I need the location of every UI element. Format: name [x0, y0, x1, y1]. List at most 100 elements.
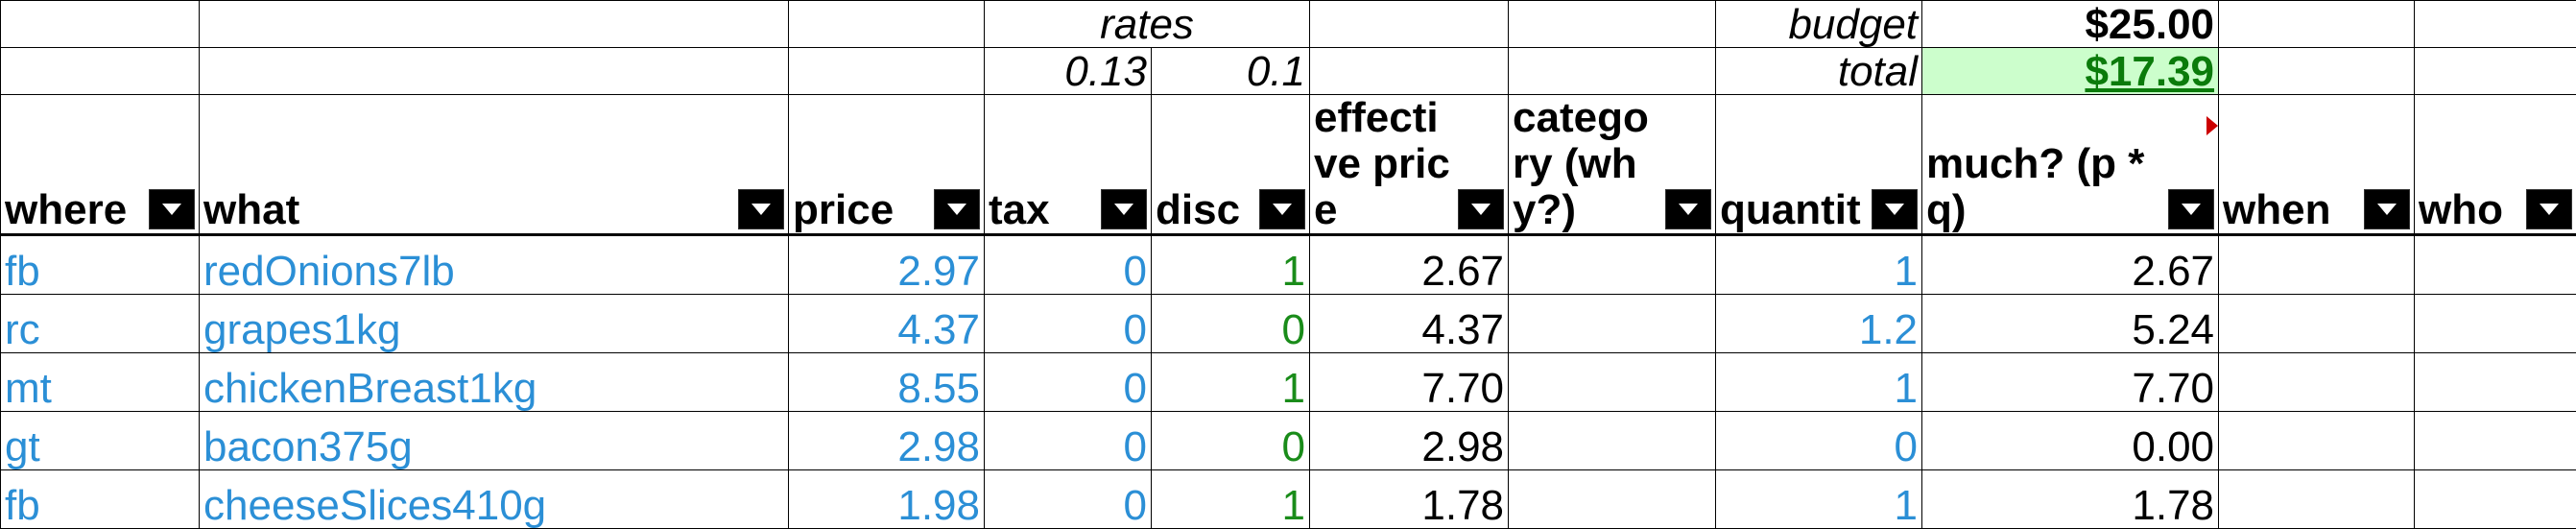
cell-c2[interactable]	[789, 48, 985, 95]
header-who[interactable]: who	[2415, 95, 2576, 235]
filter-dropdown-icon[interactable]	[1101, 189, 1147, 229]
cell-who[interactable]	[2415, 470, 2576, 529]
budget-value-cell[interactable]: $25.00	[1922, 1, 2219, 48]
cell-g2[interactable]	[1509, 48, 1716, 95]
cell-tax[interactable]: 0	[985, 295, 1152, 353]
cell-tax[interactable]: 0	[985, 412, 1152, 470]
cell-a2[interactable]	[1, 48, 200, 95]
filter-dropdown-icon[interactable]	[149, 189, 195, 229]
filter-dropdown-icon[interactable]	[738, 189, 784, 229]
cell-when[interactable]	[2219, 353, 2415, 412]
cell-when[interactable]	[2219, 412, 2415, 470]
cell-who[interactable]	[2415, 412, 2576, 470]
header-what[interactable]: what	[200, 95, 789, 235]
filter-dropdown-icon[interactable]	[1872, 189, 1918, 229]
cell-category[interactable]	[1509, 235, 1716, 295]
cell-disc[interactable]: 0	[1152, 295, 1310, 353]
cell-j1[interactable]	[2219, 1, 2415, 48]
header-price[interactable]: price	[789, 95, 985, 235]
cell-tax[interactable]: 0	[985, 470, 1152, 529]
cell-quantity[interactable]: 1	[1716, 470, 1922, 529]
filter-dropdown-icon[interactable]	[1665, 189, 1711, 229]
cell-k2[interactable]	[2415, 48, 2576, 95]
cell-disc[interactable]: 1	[1152, 470, 1310, 529]
cell-much[interactable]: 0.00	[1922, 412, 2219, 470]
header-tax[interactable]: tax	[985, 95, 1152, 235]
cell-when[interactable]	[2219, 470, 2415, 529]
cell-where[interactable]: gt	[1, 412, 200, 470]
cell-b2[interactable]	[200, 48, 789, 95]
cell-a1[interactable]	[1, 1, 200, 48]
header-where[interactable]: where	[1, 95, 200, 235]
cell-f2[interactable]	[1310, 48, 1509, 95]
cell-what[interactable]: chickenBreast1kg	[200, 353, 789, 412]
total-label-cell[interactable]: total	[1716, 48, 1922, 95]
cell-k1[interactable]	[2415, 1, 2576, 48]
cell-price[interactable]: 1.98	[789, 470, 985, 529]
cell-disc[interactable]: 1	[1152, 353, 1310, 412]
cell-tax[interactable]: 0	[985, 235, 1152, 295]
filter-dropdown-icon[interactable]	[934, 189, 980, 229]
cell-much[interactable]: 7.70	[1922, 353, 2219, 412]
header-category[interactable]: category (why?)	[1509, 95, 1716, 235]
cell-price[interactable]: 2.98	[789, 412, 985, 470]
disc-rate-cell[interactable]: 0.1	[1152, 48, 1310, 95]
cell-price[interactable]: 2.97	[789, 235, 985, 295]
cell-effective-price[interactable]: 2.98	[1310, 412, 1509, 470]
filter-dropdown-icon[interactable]	[2168, 189, 2214, 229]
cell-c1[interactable]	[789, 1, 985, 48]
cell-much[interactable]: 2.67	[1922, 235, 2219, 295]
cell-f1[interactable]	[1310, 1, 1509, 48]
cell-much[interactable]: 1.78	[1922, 470, 2219, 529]
cell-effective-price[interactable]: 7.70	[1310, 353, 1509, 412]
filter-dropdown-icon[interactable]	[2526, 189, 2572, 229]
header-much[interactable]: much? (p * q)	[1922, 95, 2219, 235]
cell-where[interactable]: rc	[1, 295, 200, 353]
cell-price[interactable]: 4.37	[789, 295, 985, 353]
table-row: rc grapes1kg 4.37 0 0 4.37 1.2 5.24	[1, 295, 2576, 353]
tax-rate-cell[interactable]: 0.13	[985, 48, 1152, 95]
filter-dropdown-icon[interactable]	[1458, 189, 1504, 229]
cell-j2[interactable]	[2219, 48, 2415, 95]
filter-dropdown-icon[interactable]	[1259, 189, 1305, 229]
filter-dropdown-icon[interactable]	[2364, 189, 2410, 229]
cell-b1[interactable]	[200, 1, 789, 48]
header-quantity[interactable]: quantit	[1716, 95, 1922, 235]
cell-where[interactable]: fb	[1, 470, 200, 529]
cell-disc[interactable]: 1	[1152, 235, 1310, 295]
cell-category[interactable]	[1509, 353, 1716, 412]
cell-when[interactable]	[2219, 235, 2415, 295]
cell-when[interactable]	[2219, 295, 2415, 353]
cell-who[interactable]	[2415, 235, 2576, 295]
header-disc[interactable]: disc	[1152, 95, 1310, 235]
cell-what[interactable]: redOnions7lb	[200, 235, 789, 295]
cell-tax[interactable]: 0	[985, 353, 1152, 412]
cell-disc[interactable]: 0	[1152, 412, 1310, 470]
cell-where[interactable]: fb	[1, 235, 200, 295]
cell-quantity[interactable]: 1	[1716, 235, 1922, 295]
cell-g1[interactable]	[1509, 1, 1716, 48]
cell-effective-price[interactable]: 2.67	[1310, 235, 1509, 295]
cell-where[interactable]: mt	[1, 353, 200, 412]
cell-much[interactable]: 5.24	[1922, 295, 2219, 353]
total-value-cell[interactable]: $17.39	[1922, 48, 2219, 95]
cell-who[interactable]	[2415, 353, 2576, 412]
rates-label-cell[interactable]: rates	[985, 1, 1310, 48]
cell-what[interactable]: grapes1kg	[200, 295, 789, 353]
cell-effective-price[interactable]: 4.37	[1310, 295, 1509, 353]
budget-label-cell[interactable]: budget	[1716, 1, 1922, 48]
cell-who[interactable]	[2415, 295, 2576, 353]
cell-quantity[interactable]: 0	[1716, 412, 1922, 470]
cell-what[interactable]: cheeseSlices410g	[200, 470, 789, 529]
cell-what[interactable]: bacon375g	[200, 412, 789, 470]
cell-category[interactable]	[1509, 412, 1716, 470]
cell-category[interactable]	[1509, 470, 1716, 529]
cell-quantity[interactable]: 1.2	[1716, 295, 1922, 353]
cell-category[interactable]	[1509, 295, 1716, 353]
cell-price[interactable]: 8.55	[789, 353, 985, 412]
header-when[interactable]: when	[2219, 95, 2415, 235]
cell-effective-price[interactable]: 1.78	[1310, 470, 1509, 529]
header-effective-price[interactable]: effective price	[1310, 95, 1509, 235]
comment-indicator-icon[interactable]	[2206, 116, 2218, 135]
cell-quantity[interactable]: 1	[1716, 353, 1922, 412]
